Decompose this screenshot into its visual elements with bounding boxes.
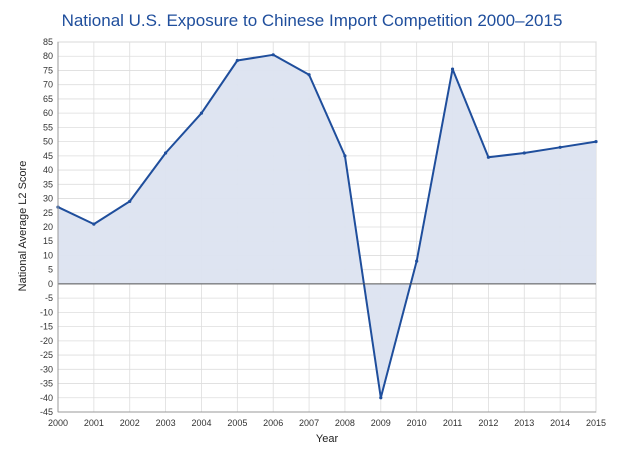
y-tick-label: 70 (43, 80, 53, 90)
data-point (235, 58, 239, 63)
x-tick-label: 2005 (227, 418, 247, 428)
series-area-fill (58, 54, 596, 398)
y-tick-label: 75 (43, 65, 53, 75)
x-tick-label: 2013 (514, 418, 534, 428)
y-tick-label: 45 (43, 151, 53, 161)
y-tick-label: -10 (40, 307, 53, 317)
y-tick-label: 35 (43, 179, 53, 189)
x-tick-label: 2009 (371, 418, 391, 428)
x-tick-label: 2002 (120, 418, 140, 428)
y-tick-label: 30 (43, 194, 53, 204)
axis-layer (57, 42, 596, 413)
data-point (558, 145, 562, 149)
y-tick-label: -5 (45, 293, 53, 303)
x-tick-label: 2012 (478, 418, 498, 428)
data-point (415, 259, 419, 263)
y-tick-label: 50 (43, 137, 53, 147)
x-axis-label: Year (316, 433, 339, 445)
x-tick-label: 2014 (550, 418, 570, 428)
x-tick-label: 2008 (335, 418, 355, 428)
data-point (164, 151, 168, 155)
y-tick-label: 10 (43, 250, 53, 260)
y-tick-label: 5 (48, 265, 53, 275)
data-point (594, 140, 598, 144)
data-point (271, 53, 275, 57)
y-tick-label: 55 (43, 122, 53, 132)
data-point (199, 111, 204, 115)
data-point (522, 151, 526, 155)
y-tick-label: 40 (43, 165, 53, 175)
y-tick-label: 80 (43, 51, 53, 61)
chart-title: National U.S. Exposure to Chinese Import… (62, 11, 563, 30)
y-tick-label: -30 (40, 364, 53, 374)
y-axis-label: National Average L2 Score (17, 161, 29, 292)
data-point (379, 396, 383, 400)
y-tick-label: 65 (43, 94, 53, 104)
y-tick-label: -20 (40, 336, 53, 346)
series-line (57, 53, 597, 399)
x-tick-label: 2010 (407, 418, 427, 428)
y-tick-label: 0 (48, 279, 53, 289)
area-layer (56, 53, 598, 400)
data-point (486, 155, 490, 159)
y-tick-label: -25 (40, 350, 53, 360)
y-tick-label: 60 (43, 108, 53, 118)
data-point (450, 67, 455, 71)
x-tick-label: 2007 (299, 418, 319, 428)
data-point (92, 222, 96, 226)
x-tick-label: 2000 (48, 418, 68, 428)
y-tick-label: -40 (40, 393, 53, 403)
y-tick-label: -35 (40, 379, 53, 389)
tick-layer: 8580757065605550454035302520151050-5-10-… (40, 37, 606, 428)
x-tick-label: 2003 (156, 418, 176, 428)
x-tick-label: 2006 (263, 418, 283, 428)
y-tick-label: 15 (43, 236, 53, 246)
data-point (307, 73, 311, 77)
x-tick-label: 2015 (586, 418, 606, 428)
x-tick-label: 2001 (84, 418, 104, 428)
y-tick-label: 25 (43, 208, 53, 218)
x-tick-label: 2011 (443, 418, 462, 428)
data-point (343, 154, 347, 158)
data-point (128, 199, 132, 203)
x-tick-label: 2004 (191, 418, 211, 428)
y-tick-label: -45 (40, 407, 53, 417)
y-tick-label: 85 (43, 37, 53, 47)
y-tick-label: 20 (43, 222, 53, 232)
y-tick-label: -15 (40, 322, 53, 332)
